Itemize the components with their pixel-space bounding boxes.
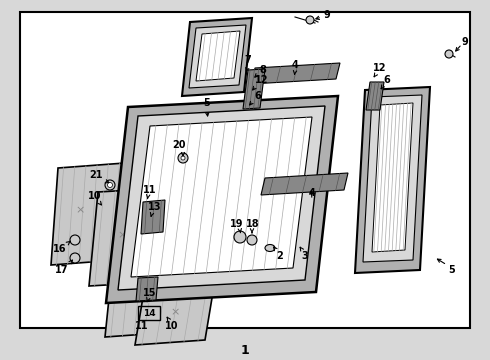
Text: 3: 3 — [302, 251, 308, 261]
Text: 4: 4 — [309, 188, 316, 198]
Polygon shape — [366, 82, 384, 110]
Polygon shape — [106, 96, 338, 303]
Circle shape — [181, 156, 185, 160]
Text: 12: 12 — [255, 75, 269, 85]
Polygon shape — [372, 103, 413, 252]
Polygon shape — [135, 280, 215, 345]
Polygon shape — [182, 18, 252, 96]
Circle shape — [107, 183, 113, 188]
Text: ×: × — [171, 307, 180, 317]
Circle shape — [105, 180, 115, 190]
Polygon shape — [141, 200, 165, 234]
Text: ×: × — [75, 205, 85, 215]
Text: 18: 18 — [246, 219, 260, 229]
Polygon shape — [243, 69, 265, 109]
Polygon shape — [51, 163, 125, 265]
Text: 6: 6 — [255, 91, 261, 101]
Polygon shape — [118, 106, 325, 290]
Circle shape — [178, 153, 188, 163]
Text: 7: 7 — [245, 55, 251, 65]
Polygon shape — [363, 95, 422, 262]
Text: 13: 13 — [148, 202, 162, 212]
Text: 14: 14 — [143, 309, 155, 318]
Text: 10: 10 — [88, 191, 102, 201]
Polygon shape — [89, 188, 167, 286]
Polygon shape — [136, 277, 158, 301]
Polygon shape — [355, 87, 430, 273]
Circle shape — [234, 231, 246, 243]
Bar — [20, 12, 470, 328]
Text: 16: 16 — [53, 244, 67, 254]
Text: 5: 5 — [449, 265, 455, 275]
Text: 1: 1 — [241, 343, 249, 356]
Text: 8: 8 — [260, 65, 267, 75]
Text: 19: 19 — [230, 219, 244, 229]
Polygon shape — [131, 117, 312, 277]
Text: 11: 11 — [135, 321, 149, 331]
Text: 21: 21 — [89, 170, 103, 180]
Polygon shape — [251, 63, 340, 84]
Polygon shape — [105, 235, 185, 337]
Polygon shape — [196, 31, 240, 81]
Text: 12: 12 — [373, 63, 387, 73]
Circle shape — [70, 235, 80, 245]
Bar — [138, 306, 160, 320]
Text: 6: 6 — [384, 75, 391, 85]
Ellipse shape — [265, 244, 275, 252]
Text: 11: 11 — [143, 185, 157, 195]
Polygon shape — [261, 173, 348, 195]
Text: ×: × — [117, 230, 127, 240]
Text: ×: × — [143, 280, 153, 290]
Text: 4: 4 — [292, 60, 298, 70]
Text: 20: 20 — [172, 140, 186, 150]
Circle shape — [70, 253, 80, 263]
Polygon shape — [189, 25, 246, 88]
Text: 2: 2 — [277, 251, 283, 261]
Circle shape — [306, 16, 314, 24]
Text: 10: 10 — [165, 321, 179, 331]
Circle shape — [445, 50, 453, 58]
Text: 9: 9 — [323, 10, 330, 20]
Text: 17: 17 — [55, 265, 69, 275]
Text: 15: 15 — [143, 288, 157, 298]
Text: 5: 5 — [204, 98, 210, 108]
Circle shape — [247, 235, 257, 245]
Text: 9: 9 — [462, 37, 468, 47]
